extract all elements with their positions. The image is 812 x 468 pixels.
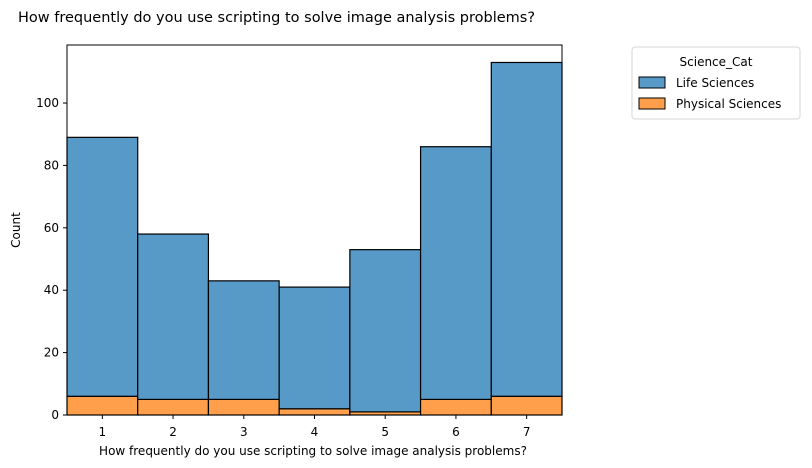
y-tick-label-60: 60	[44, 221, 59, 235]
bar-life-sciences-5	[349, 249, 422, 413]
bar-life-sciences-2	[137, 233, 210, 401]
x-tick-label-7: 7	[523, 425, 531, 439]
x-tick-label-5: 5	[381, 425, 389, 439]
bar-life-sciences-6	[419, 146, 492, 401]
y-axis-label: Count	[9, 212, 23, 248]
x-tick-label-1: 1	[99, 425, 107, 439]
y-tick-label-40: 40	[44, 283, 59, 297]
legend-label-life-sciences: Life Sciences	[676, 76, 754, 90]
bar-physical-sciences-4	[278, 408, 351, 416]
chart-title: How frequently do you use scripting to s…	[18, 10, 535, 26]
bar-physical-sciences-1	[66, 395, 139, 416]
y-tick-label-0: 0	[51, 408, 59, 422]
legend-swatch-physical-sciences	[638, 97, 666, 110]
x-tick-label-4: 4	[311, 425, 319, 439]
bars-group	[66, 61, 563, 416]
legend-swatch-life-sciences	[638, 76, 666, 89]
bar-physical-sciences-3	[207, 398, 280, 416]
bar-physical-sciences-2	[137, 398, 210, 416]
bar-physical-sciences-6	[419, 398, 492, 416]
legend: Science_Cat Life Sciences Physical Scienc…	[631, 46, 801, 120]
y-tick-label-100: 100	[36, 96, 59, 110]
legend-label-physical-sciences: Physical Sciences	[676, 97, 781, 111]
bar-life-sciences-1	[66, 136, 139, 397]
legend-title: Science_Cat	[680, 55, 753, 69]
y-tick-label-20: 20	[44, 346, 59, 360]
legend-frame	[631, 46, 801, 120]
y-tick-label-80: 80	[44, 158, 59, 172]
x-tick-label-3: 3	[240, 425, 248, 439]
bar-physical-sciences-7	[490, 395, 563, 416]
axes-group: 1 2 3 4 5 6 7 0 20 40 60 80 100	[36, 44, 563, 439]
bar-life-sciences-7	[490, 61, 563, 397]
x-tick-label-2: 2	[169, 425, 177, 439]
x-tick-label-6: 6	[452, 425, 460, 439]
bar-life-sciences-3	[207, 280, 280, 401]
x-axis-label: How frequently do you use scripting to s…	[99, 444, 527, 458]
bar-life-sciences-4	[278, 286, 351, 410]
